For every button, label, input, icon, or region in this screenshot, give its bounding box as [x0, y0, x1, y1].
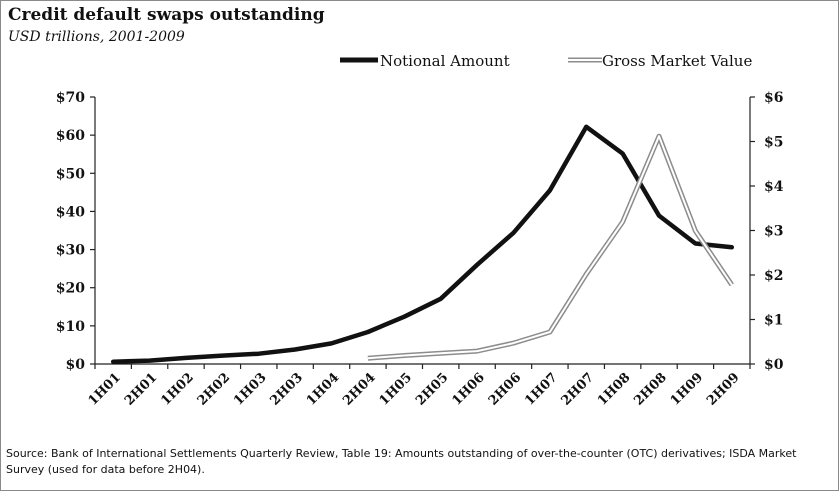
y-right-tick-label: $4: [764, 179, 784, 195]
y-left-tick-label: $10: [56, 319, 85, 335]
x-tick-label: 1H09: [668, 370, 706, 408]
legend-label-gross: Gross Market Value: [602, 52, 752, 70]
y-right-tick-label: $0: [764, 357, 784, 373]
x-tick-label: 2H03: [267, 370, 305, 408]
x-tick-label: 1H01: [86, 370, 124, 408]
x-tick-label: 2H09: [704, 370, 742, 408]
legend: Notional Amount Gross Market Value: [340, 52, 752, 70]
x-tick-label: 2H04: [340, 370, 378, 408]
x-tick-label: 1H03: [231, 370, 269, 408]
x-tick-label: 2H08: [631, 370, 669, 408]
series-line-gross-market-value: [367, 135, 733, 360]
y-left-tick-label: $40: [56, 204, 85, 220]
y-right-tick-label: $2: [764, 268, 783, 284]
chart-plot: Notional Amount Gross Market Value $0 $10…: [56, 52, 784, 409]
x-tick-label: 1H04: [304, 370, 342, 408]
y-right-tick-label: $5: [764, 135, 783, 151]
x-tick-label: 2H02: [195, 370, 233, 408]
y-left-tick-label: $50: [56, 166, 85, 182]
y-left-tick-label: $20: [56, 281, 85, 297]
x-tick-label: 1H06: [449, 370, 487, 408]
x-tick-label: 2H07: [559, 370, 597, 408]
legend-label-notional: Notional Amount: [380, 52, 510, 70]
x-tick-label: 1H02: [158, 370, 196, 408]
x-tick-label: 1H08: [595, 370, 633, 408]
y-right-tick-label: $6: [764, 90, 783, 106]
x-tick-label: 2H06: [486, 370, 524, 408]
x-tick-label: 1H05: [377, 370, 415, 408]
source-note: Source: Bank of International Settlement…: [6, 447, 797, 476]
series-line-gross-market-value-outer: [367, 133, 734, 361]
chart-title: Credit default swaps outstanding: [8, 5, 325, 25]
series-line-notional-amount: [110, 124, 735, 364]
y-left-tick-label: $70: [56, 90, 85, 106]
chart-subtitle: USD trillions, 2001-2009: [8, 29, 185, 45]
x-tick-label: 1H07: [522, 370, 560, 408]
y-left-tick-label: $30: [56, 243, 85, 259]
x-tick-label: 2H01: [122, 370, 160, 408]
y-right-tick-label: $1: [764, 313, 783, 329]
y-left-tick-label: $60: [56, 128, 85, 144]
y-left-tick-label: $0: [66, 357, 86, 373]
x-tick-label: 2H05: [413, 370, 451, 408]
y-right-tick-label: $3: [764, 224, 783, 240]
